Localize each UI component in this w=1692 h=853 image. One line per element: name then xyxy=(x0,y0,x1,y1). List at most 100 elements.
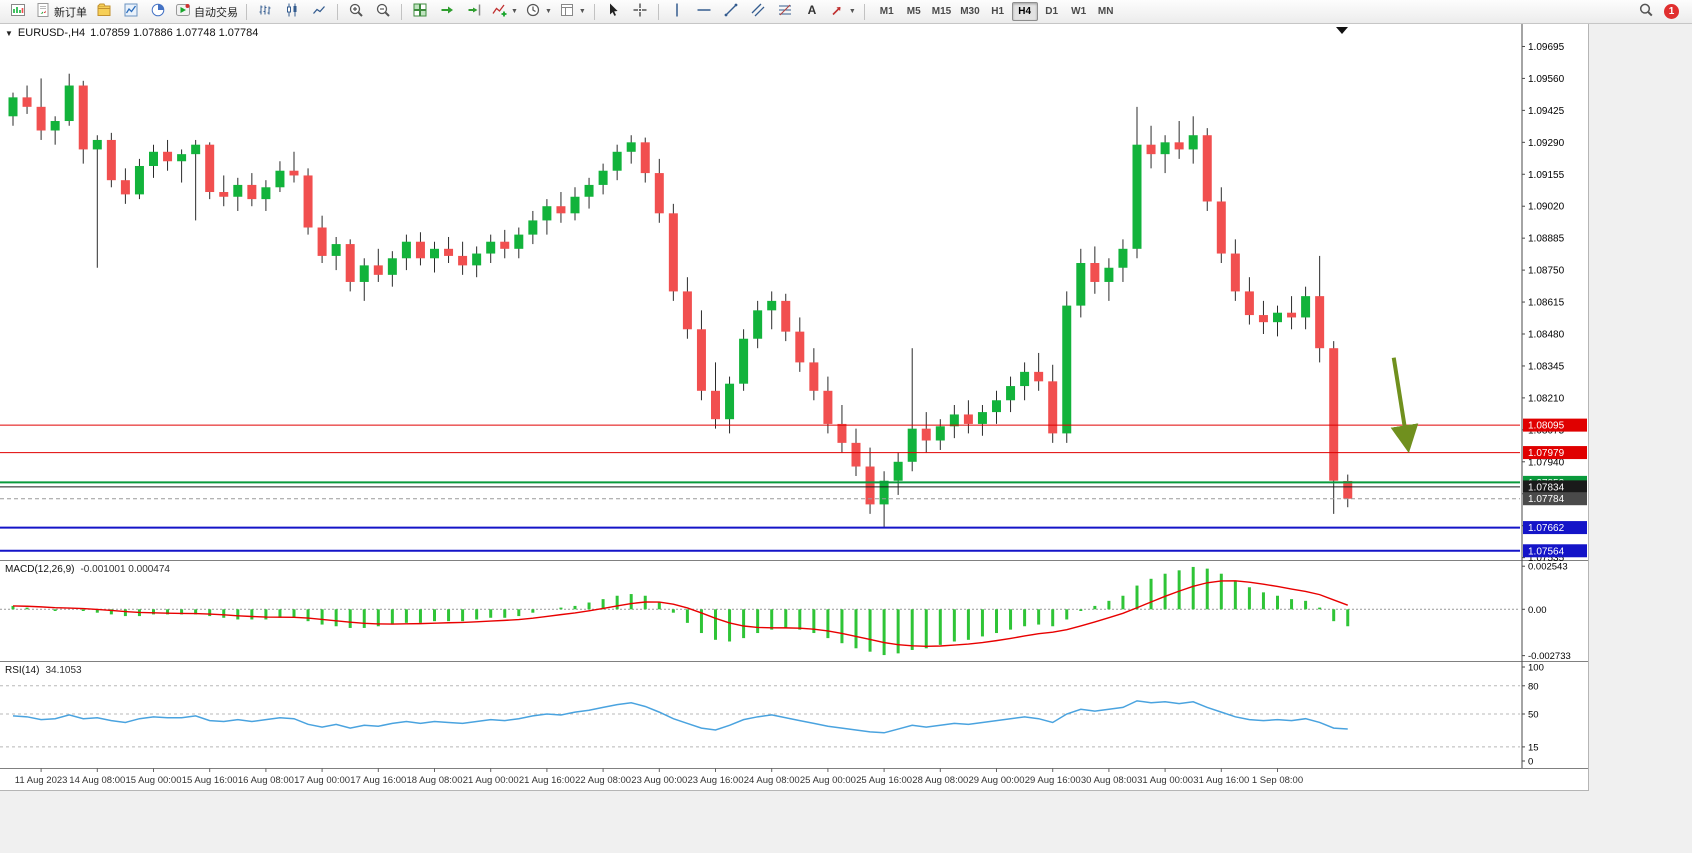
periods-icon xyxy=(525,2,541,21)
timeframe-H1[interactable]: H1 xyxy=(991,6,1005,17)
candle-body xyxy=(78,85,88,150)
new-order-button[interactable]: 新订单 xyxy=(32,1,90,23)
candle-body xyxy=(177,154,187,162)
arrows-tool-button[interactable]: ▼ xyxy=(826,1,859,23)
candle-body xyxy=(331,244,341,256)
macd-axis-label: 0.002543 xyxy=(1528,562,1568,573)
vertical-line-tool-button[interactable] xyxy=(664,1,690,23)
channel-tool-button[interactable] xyxy=(745,1,771,23)
candle-body xyxy=(163,151,173,162)
time-axis-label: 15 Aug 00:00 xyxy=(126,775,182,786)
candle-body xyxy=(373,265,383,275)
toolbar-separator xyxy=(593,3,595,20)
candle-body xyxy=(612,151,622,171)
chart-shift-button[interactable] xyxy=(461,1,487,23)
candle-body xyxy=(542,206,552,221)
candle-body xyxy=(654,173,664,214)
chart-menu-icon[interactable]: ▼ xyxy=(5,28,13,38)
time-axis-label: 21 Aug 16:00 xyxy=(519,775,575,786)
new-order-label: 新订单 xyxy=(54,6,87,19)
candle-body xyxy=(893,461,903,481)
trendline-tool-button[interactable] xyxy=(718,1,744,23)
new-order-icon xyxy=(35,2,51,21)
notification-badge[interactable]: 1 xyxy=(1664,4,1679,19)
rsi-panel-label: RSI(14) 34.1053 xyxy=(5,665,82,676)
horizontal-line-tool-button[interactable] xyxy=(691,1,717,23)
fibonacci-icon xyxy=(777,2,793,21)
candle-body xyxy=(500,241,510,249)
toolbar-separator xyxy=(401,3,402,20)
text-tool-button[interactable]: A xyxy=(799,1,825,23)
price-axis-label: 1.08345 xyxy=(1528,361,1565,372)
profiles-icon xyxy=(96,2,112,21)
new-chart-button[interactable] xyxy=(5,1,31,23)
macd-title: MACD(12,26,9) xyxy=(5,564,75,575)
candle-body xyxy=(696,329,706,391)
bar-chart-button[interactable] xyxy=(252,1,278,23)
auto-scroll-icon xyxy=(439,2,455,21)
tile-windows-button[interactable] xyxy=(407,1,433,23)
market-watch-button[interactable] xyxy=(118,1,144,23)
periods-button[interactable]: ▼ xyxy=(522,1,555,23)
candle-body xyxy=(851,442,861,467)
timeframe-toolbar: M1 M5 M15 M30 H1 H4 D1 W1 MN xyxy=(874,2,1119,21)
candle-body xyxy=(907,428,917,462)
dropdown-caret-icon: ▼ xyxy=(511,8,518,15)
candle-body xyxy=(963,414,973,424)
data-window-button[interactable] xyxy=(145,1,171,23)
zoom-in-button[interactable] xyxy=(343,1,369,23)
templates-button[interactable]: ▼ xyxy=(556,1,589,23)
timeframe-H4[interactable]: H4 xyxy=(1011,2,1038,21)
candle-body xyxy=(486,241,496,254)
candle-body xyxy=(36,106,46,131)
candle-body xyxy=(823,390,833,424)
line-chart-button[interactable] xyxy=(306,1,332,23)
price-badge xyxy=(1523,418,1587,432)
candle-body xyxy=(106,139,116,181)
chart-canvas[interactable]: 1.09695 1.09560 1.09425 1.09290 1.09155 1.090… xyxy=(0,24,1588,790)
timeframe-MN[interactable]: MN xyxy=(1097,6,1114,17)
autotrading-button[interactable]: 自动交易 xyxy=(172,1,241,23)
price-axis-label: 1.09425 xyxy=(1528,106,1565,117)
candle-body xyxy=(626,142,636,152)
cursor-button[interactable] xyxy=(600,1,626,23)
timeframe-D1[interactable]: D1 xyxy=(1045,6,1059,17)
timeframe-M30[interactable]: M30 xyxy=(960,6,980,17)
drawn-arrow-annotation[interactable] xyxy=(1390,357,1419,454)
candle-body xyxy=(781,300,791,332)
zoom-out-button[interactable] xyxy=(370,1,396,23)
candlestick-chart-button[interactable] xyxy=(279,1,305,23)
indicators-button[interactable]: ▼ xyxy=(488,1,521,23)
time-axis-label: 29 Aug 16:00 xyxy=(1025,775,1081,786)
candle-body xyxy=(753,310,763,339)
time-axis-label: 23 Aug 00:00 xyxy=(631,775,687,786)
time-axis-label: 31 Aug 16:00 xyxy=(1193,775,1249,786)
zoom-out-icon xyxy=(375,2,391,21)
dropdown-caret-icon: ▼ xyxy=(544,8,552,15)
candle-body xyxy=(219,192,229,197)
candle-body xyxy=(528,220,538,235)
auto-scroll-button[interactable] xyxy=(434,1,460,23)
timeframe-M1[interactable]: M1 xyxy=(879,6,894,17)
price-badge xyxy=(1523,480,1587,494)
autotrading-label: 自动交易 xyxy=(194,6,238,19)
profiles-button[interactable] xyxy=(91,1,117,23)
fibonacci-tool-button[interactable] xyxy=(772,1,798,23)
symbol-period-label: EURUSD-,H4 xyxy=(17,27,86,39)
search-button[interactable] xyxy=(1633,1,1659,23)
crosshair-button[interactable] xyxy=(627,1,653,23)
timeframe-M15[interactable]: M15 xyxy=(931,6,952,17)
candle-body xyxy=(1216,201,1226,254)
candle-body xyxy=(317,227,327,256)
trendline-icon xyxy=(723,2,739,21)
price-badge xyxy=(1523,544,1587,558)
price-badge-label: 1.07979 xyxy=(1528,448,1565,459)
time-axis-label: 28 Aug 08:00 xyxy=(912,775,968,786)
candle-body xyxy=(359,265,369,282)
bars-icon xyxy=(257,2,273,21)
candle-body xyxy=(584,184,594,197)
timeframe-M5[interactable]: M5 xyxy=(906,6,921,17)
timeframe-W1[interactable]: W1 xyxy=(1071,6,1087,17)
candle-body xyxy=(8,97,18,117)
indicators-icon xyxy=(491,2,507,21)
